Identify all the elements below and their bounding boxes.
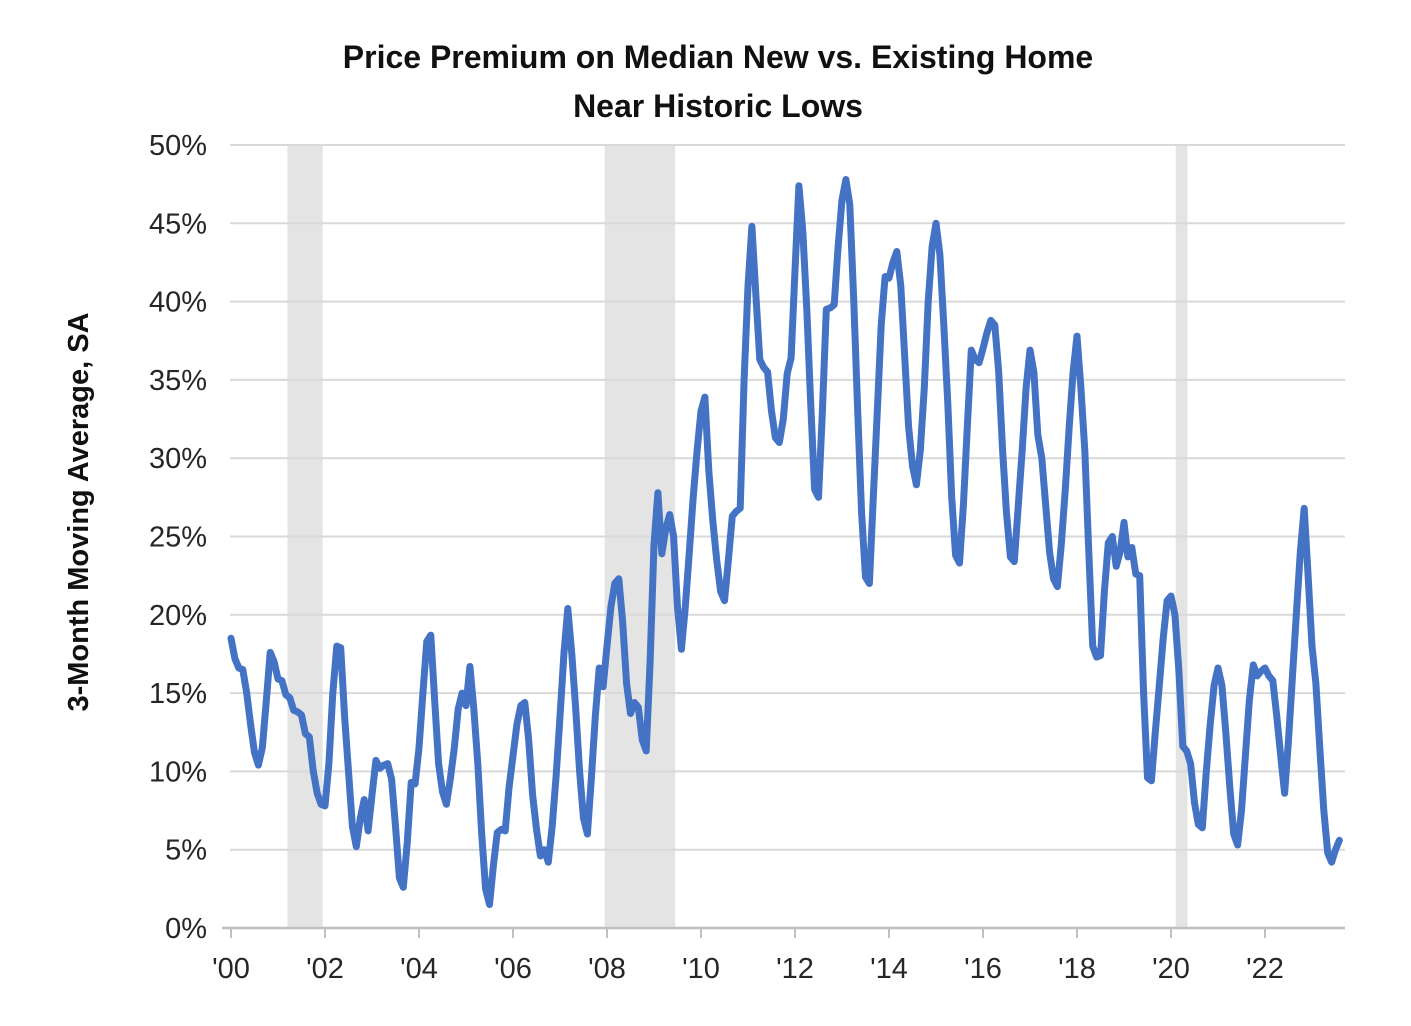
x-tick-label: '00 [212,953,250,985]
x-tick-label: '20 [1152,953,1190,985]
y-tick-label: 20% [149,600,207,632]
y-tick-label: 40% [149,287,207,319]
y-tick-label: 0% [165,913,207,945]
y-tick-label: 25% [149,522,207,554]
chart-title-line1: Price Premium on Median New vs. Existing… [343,39,1093,75]
data-line [227,176,1343,908]
y-tick-label: 35% [149,365,207,397]
x-tick-label: '02 [306,953,344,985]
y-tick-label: 15% [149,678,207,710]
x-tick-label: '08 [588,953,626,985]
x-tick-label: '22 [1246,953,1284,985]
x-tick-label: '10 [682,953,720,985]
x-tick-label: '16 [964,953,1002,985]
x-tick-label: '18 [1058,953,1096,985]
x-tick-label: '14 [870,953,908,985]
x-tick-label: '12 [776,953,814,985]
y-tick-label: 5% [165,835,207,867]
x-tick-label: '04 [400,953,438,985]
y-tick-label: 50% [149,130,207,162]
chart-title-line2: Near Historic Lows [573,88,863,124]
y-tick-label: 10% [149,756,207,788]
x-axis [222,926,1345,938]
x-tick-labels: '00 '02 '04 '06 '08 '10 '12 '14 '16 '18 '20 '22 [212,953,1284,985]
y-tick-label: 45% [149,208,207,240]
x-tick-label: '06 [494,953,532,985]
y-tick-label: 30% [149,443,207,475]
y-tick-labels: 0% 5% 10% 15% 20% 25% 30% 35% 40% 45% 50% [149,130,207,945]
y-axis-title: 3-Month Moving Average, SA [63,312,95,711]
